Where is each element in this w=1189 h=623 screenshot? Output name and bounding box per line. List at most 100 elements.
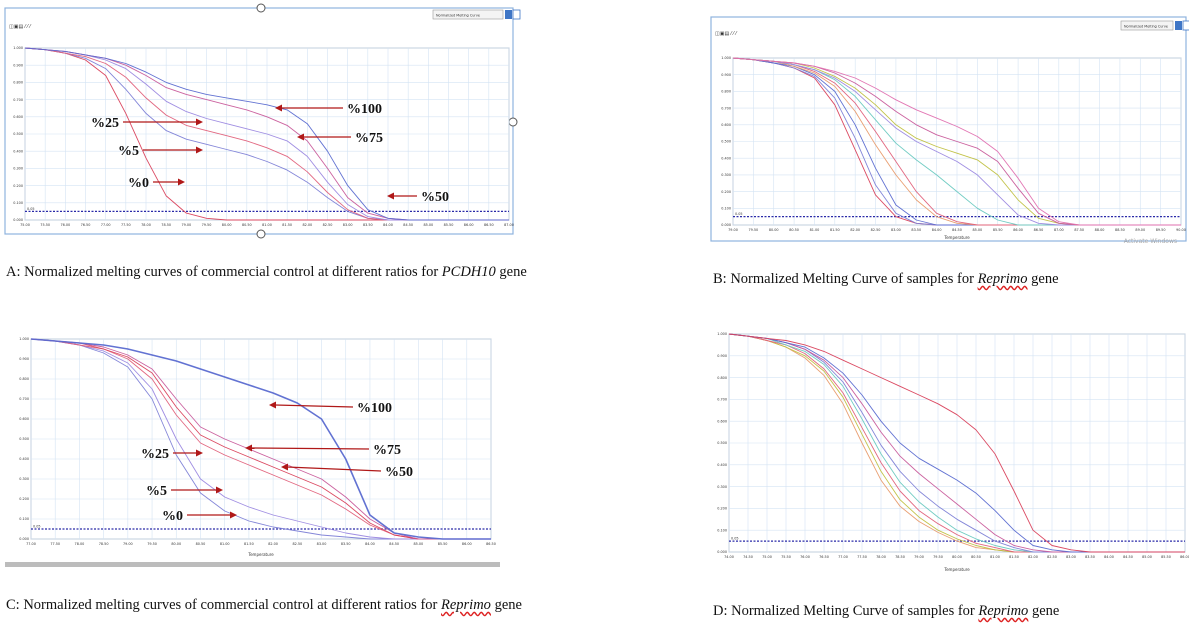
y-tick-label: 0.700 — [721, 106, 731, 110]
y-tick-label: 0.200 — [721, 190, 731, 194]
dropdown-chevron-icon — [505, 10, 512, 19]
x-tick-label: 83.50 — [363, 223, 373, 227]
close-icon — [512, 9, 521, 20]
toolbar-icons: ◫▣▤ ⁄ ⁄ ⁄ — [9, 24, 32, 30]
x-tick-label: 82.00 — [302, 223, 312, 227]
x-tick-label: 79.50 — [202, 223, 212, 227]
annotation-label: %25 — [91, 116, 119, 131]
x-tick-label: 81.00 — [220, 542, 230, 546]
x-tick-label: 85.50 — [438, 542, 448, 546]
chart-panel-b: ◫▣▤ ⁄ ⁄ ⁄ Normalized Melting Curve 79.00 79… — [710, 16, 1189, 245]
x-tick-label: 83.50 — [1085, 555, 1095, 559]
x-axis-label: Temperature — [247, 552, 274, 557]
x-tick-label: 85.00 — [423, 223, 433, 227]
x-tick-label: 78.00 — [75, 542, 85, 546]
melting-curve-series-6 — [30, 338, 491, 540]
x-tick-label: 80.00 — [769, 228, 779, 232]
y-tick-label: 0.800 — [19, 377, 29, 381]
annotation-label: %0 — [162, 509, 183, 524]
melting-curve-series-5 — [30, 338, 491, 540]
y-tick-label: 1.000 — [721, 56, 731, 60]
y-tick-label: 0.400 — [13, 149, 23, 153]
x-tick-label: 83.50 — [911, 228, 921, 232]
melting-curve-series-10 — [732, 57, 1181, 226]
x-tick-label: 76.00 — [800, 555, 810, 559]
y-tick-label: 0.200 — [717, 507, 727, 511]
x-tick-label: 79.00 — [123, 542, 133, 546]
x-tick-label: 86.00 — [464, 223, 474, 227]
x-tick-label: 86.50 — [484, 223, 494, 227]
x-tick-label: 82.50 — [871, 228, 881, 232]
dropdown-chevron-icon — [1175, 21, 1182, 30]
x-tick-label: 82.50 — [1047, 555, 1057, 559]
x-tick-label: 80.50 — [971, 555, 981, 559]
melting-curve-series-2 — [30, 338, 491, 540]
annotation-arrowhead-icon — [245, 444, 252, 452]
annotation-label: %5 — [118, 144, 139, 159]
x-tick-label: 76.50 — [81, 223, 91, 227]
y-tick-label: 0.400 — [19, 457, 29, 461]
x-tick-label: 79.00 — [914, 555, 924, 559]
threshold-label: 0.05 — [27, 207, 35, 211]
x-tick-label: 75.50 — [781, 555, 791, 559]
x-tick-label: 86.50 — [1034, 228, 1044, 232]
y-tick-label: 0.600 — [721, 123, 731, 127]
x-tick-label: 78.50 — [895, 555, 905, 559]
annotation-label: %100 — [347, 102, 382, 117]
x-tick-label: 77.00 — [26, 542, 36, 546]
x-tick-label: 85.50 — [1161, 555, 1171, 559]
y-tick-label: 0.400 — [721, 156, 731, 160]
x-tick-label: 76.00 — [60, 223, 70, 227]
x-axis-label: Temperature — [943, 235, 970, 240]
annotation-label: %50 — [421, 190, 449, 205]
x-tick-label: 88.50 — [1115, 228, 1125, 232]
x-tick-label: 85.00 — [973, 228, 983, 232]
chart-a-svg: ◫▣▤ ⁄ ⁄ ⁄ Normalized Melting Curve 75.00 75… — [4, 3, 521, 239]
annotation-label: %0 — [128, 176, 149, 191]
curve-type-dropdown-label: Normalized Melting Curve — [436, 14, 480, 18]
caption-b: B: Normalized Melting Curve of samples f… — [713, 271, 1059, 287]
annotation-arrowhead-icon — [216, 486, 223, 494]
resize-handle-top — [256, 3, 266, 13]
y-tick-label: 0.500 — [721, 140, 731, 144]
annotation-arrow-line — [274, 404, 354, 408]
x-tick-label: 85.00 — [1142, 555, 1152, 559]
annotation-arrowhead-icon — [269, 401, 276, 409]
x-tick-label: 76.50 — [819, 555, 829, 559]
x-tick-label: 78.50 — [99, 542, 109, 546]
x-tick-label: 87.50 — [1074, 228, 1084, 232]
annotation-arrowhead-icon — [281, 463, 288, 471]
y-tick-label: 0.300 — [721, 173, 731, 177]
x-tick-label: 77.50 — [121, 223, 131, 227]
x-tick-label: 84.00 — [932, 228, 942, 232]
annotation-label: %75 — [355, 131, 383, 146]
y-tick-label: 0.800 — [13, 81, 23, 85]
resize-handle-bottom — [256, 229, 266, 239]
annotation-arrowhead-icon — [178, 178, 185, 186]
x-tick-label: 81.00 — [262, 223, 272, 227]
annotation-label: %50 — [385, 465, 413, 480]
x-tick-label: 82.50 — [323, 223, 333, 227]
y-tick-label: 0.200 — [13, 184, 23, 188]
x-tick-label: 74.50 — [743, 555, 753, 559]
x-tick-label: 79.00 — [181, 223, 191, 227]
y-tick-label: 0.100 — [13, 201, 23, 205]
chart-b-svg: ◫▣▤ ⁄ ⁄ ⁄ Normalized Melting Curve 79.00 79… — [710, 16, 1189, 245]
y-tick-label: 0.100 — [721, 207, 731, 211]
y-tick-label: 0.900 — [13, 63, 23, 67]
x-tick-label: 82.50 — [292, 542, 302, 546]
y-tick-label: 0.100 — [717, 528, 727, 532]
x-tick-label: 81.00 — [810, 228, 820, 232]
caption-c: C: Normalized melting curves of commerci… — [6, 597, 522, 613]
y-tick-label: 1.000 — [717, 332, 727, 336]
chart-panel-d: 74.00 74.50 75.00 75.50 76.00 76.50 77.00 77.50… — [711, 327, 1189, 573]
x-tick-label: 74.00 — [724, 555, 734, 559]
y-tick-label: 0.200 — [19, 497, 29, 501]
x-axis-label: Temperature — [943, 567, 970, 572]
x-tick-label: 79.00 — [728, 228, 738, 232]
x-tick-label: 80.00 — [952, 555, 962, 559]
y-tick-label: 0.100 — [19, 517, 29, 521]
y-tick-label: 0.300 — [19, 477, 29, 481]
y-tick-label: 0.000 — [717, 550, 727, 554]
x-tick-label: 77.50 — [857, 555, 867, 559]
